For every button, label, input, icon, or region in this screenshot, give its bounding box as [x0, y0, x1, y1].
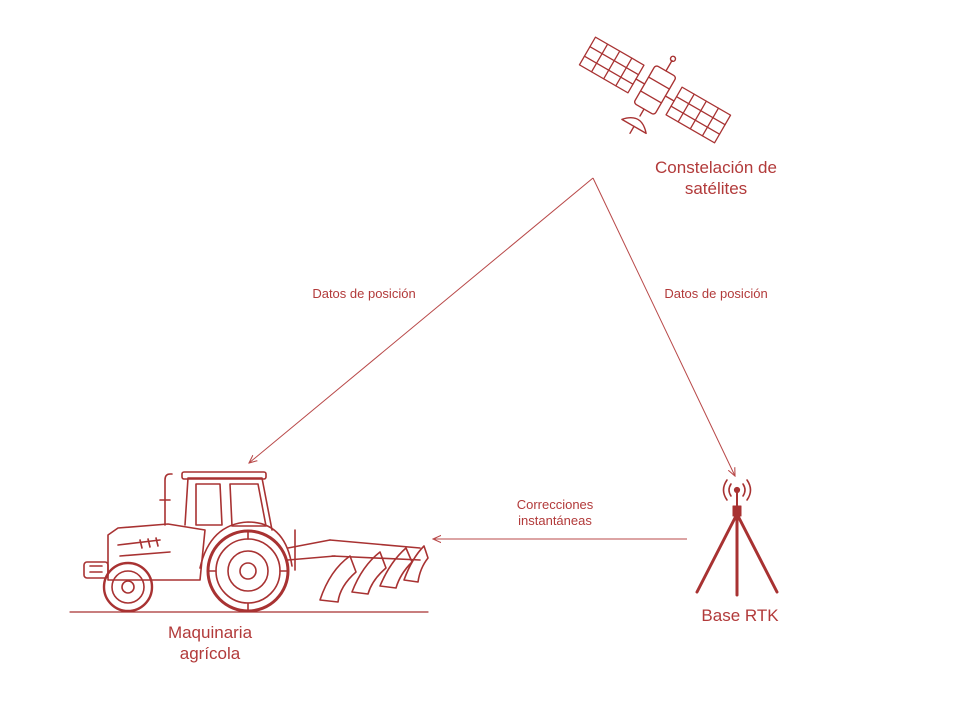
- edge-sat-to-tractor: [249, 177, 594, 463]
- edge-label-sat-to-tractor: Datos de posición: [312, 286, 416, 301]
- rtk-antenna-icon: [695, 479, 779, 597]
- edge-label-base-to-tractor: Correcciones instantáneas: [516, 497, 594, 529]
- satellite-icon: [578, 36, 732, 144]
- base-rtk-label: Base RTK: [701, 606, 779, 625]
- edge-label-sat-to-base: Datos de posición: [664, 286, 768, 301]
- satellite-label: Constelación de satélites: [655, 158, 777, 199]
- tractor-icon: [69, 471, 429, 613]
- edge-sat-to-base: [592, 177, 735, 476]
- tractor-label: Maquinaria agrícola: [167, 623, 253, 664]
